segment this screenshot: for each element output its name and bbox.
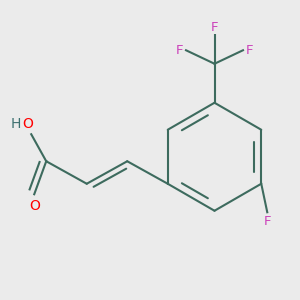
Text: H: H	[11, 117, 21, 131]
Text: O: O	[22, 117, 33, 131]
Text: F: F	[211, 21, 218, 34]
Text: F: F	[176, 44, 183, 57]
Text: F: F	[263, 215, 271, 228]
Text: F: F	[246, 44, 253, 57]
Text: O: O	[29, 199, 40, 213]
